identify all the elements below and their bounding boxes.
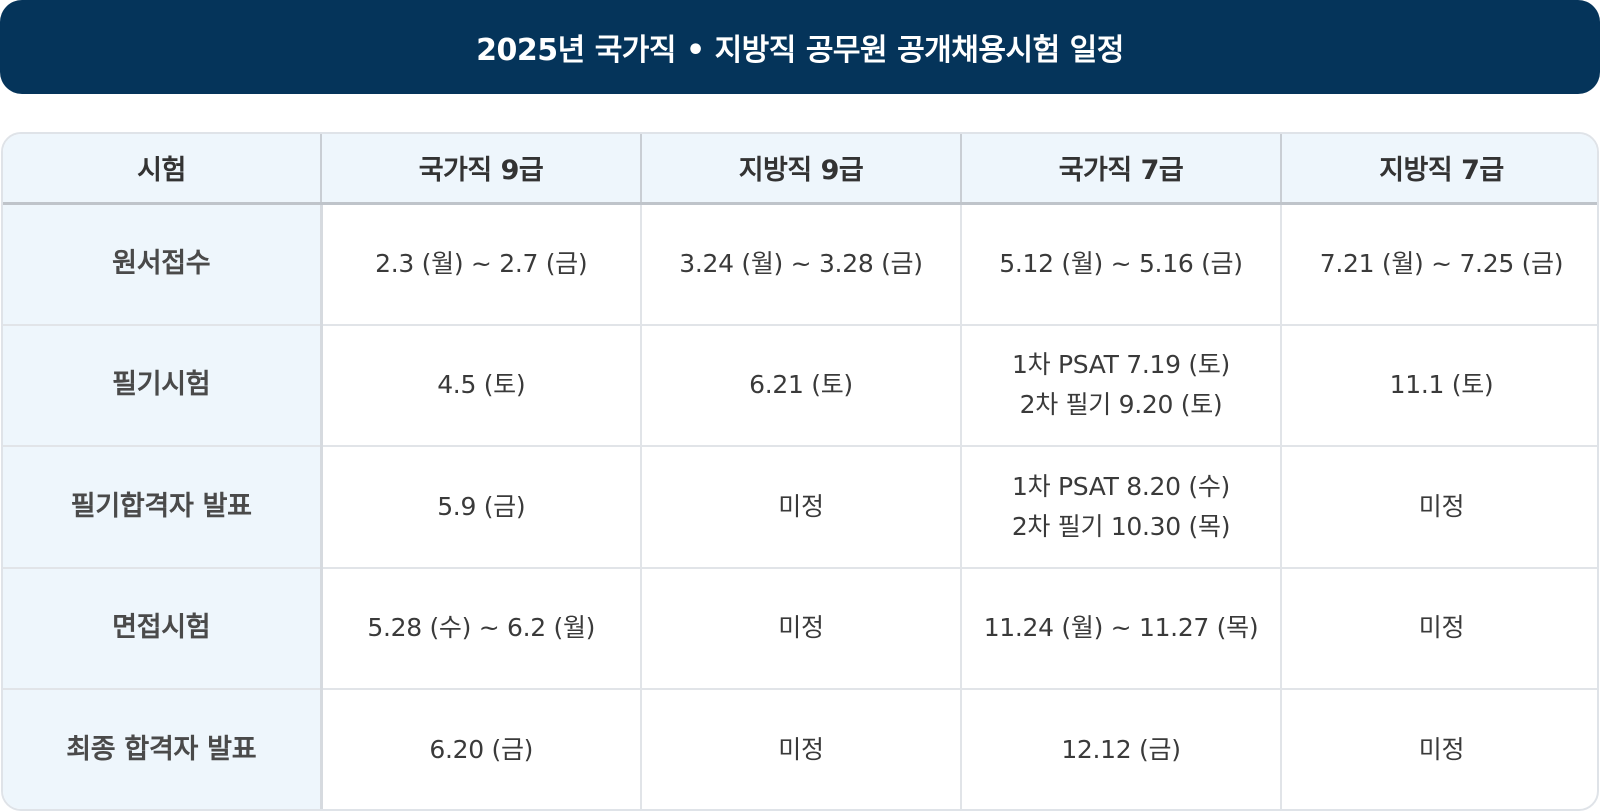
cell-national-7: 5.12 (월) ~ 5.16 (금) bbox=[961, 203, 1282, 326]
cell-line: 12.12 (금) bbox=[1061, 735, 1181, 765]
cell-line: 6.21 (토) bbox=[749, 370, 853, 400]
cell-line: 2차 필기 9.20 (토) bbox=[1019, 390, 1223, 420]
table-row-written-results: 필기합격자 발표 5.9 (금) 미정 1차 PSAT 8.20 (수) 2차 필기 1… bbox=[3, 446, 1597, 569]
header-row: 시험 국가직 9급 지방직 9급 국가직 7급 지방직 7급 bbox=[3, 134, 1597, 205]
cell-national-7: 1차 PSAT 7.19 (토) 2차 필기 9.20 (토) bbox=[961, 324, 1282, 447]
cell-national-9: 5.28 (수) ~ 6.2 (월) bbox=[321, 567, 642, 690]
cell-line: 미정 bbox=[778, 735, 824, 765]
cell-line: 미정 bbox=[1418, 491, 1465, 521]
cell-local-7: 미정 bbox=[1281, 689, 1597, 809]
cell-national-7: 1차 PSAT 8.20 (수) 2차 필기 10.30 (목) bbox=[961, 446, 1282, 569]
cell-line: 5.9 (금) bbox=[437, 491, 526, 521]
cell-line: 5.12 (월) ~ 5.16 (금) bbox=[999, 249, 1243, 278]
header-local-7: 지방직 7급 bbox=[1281, 134, 1597, 205]
cell-local-7: 11.1 (토) bbox=[1281, 324, 1597, 447]
header-local-9: 지방직 9급 bbox=[641, 134, 962, 205]
schedule-table-container: 시험 국가직 9급 지방직 9급 국가직 7급 지방직 7급 원서접수 2.3 (… bbox=[1, 132, 1599, 811]
row-label: 필기시험 bbox=[3, 324, 323, 447]
cell-line: 미정 bbox=[1418, 735, 1465, 765]
cell-line: 7.21 (월) ~ 7.25 (금) bbox=[1319, 249, 1564, 278]
cell-line: 11.24 (월) ~ 11.27 (목) bbox=[983, 613, 1259, 643]
table-row-application: 원서접수 2.3 (월) ~ 2.7 (금) 3.24 (월) ~ 3.28 (금)… bbox=[3, 203, 1597, 326]
cell-national-9: 5.9 (금) bbox=[321, 446, 642, 569]
cell-national-9: 6.20 (금) bbox=[321, 689, 642, 809]
cell-line: 3.24 (월) ~ 3.28 (금) bbox=[679, 249, 923, 278]
cell-line: 1차 PSAT 7.19 (토) bbox=[1012, 350, 1230, 380]
cell-local-7: 미정 bbox=[1281, 567, 1597, 690]
row-label: 면접시험 bbox=[3, 567, 323, 690]
cell-local-7: 7.21 (월) ~ 7.25 (금) bbox=[1281, 203, 1597, 326]
cell-line: 1차 PSAT 8.20 (수) bbox=[1012, 471, 1230, 501]
cell-local-9: 미정 bbox=[641, 689, 962, 809]
cell-line: 미정 bbox=[1418, 613, 1465, 643]
cell-national-9: 4.5 (토) bbox=[321, 324, 642, 447]
cell-local-9: 미정 bbox=[641, 446, 962, 569]
row-label: 필기합격자 발표 bbox=[3, 446, 323, 569]
table-row-final-results: 최종 합격자 발표 6.20 (금) 미정 12.12 (금) 미정 bbox=[3, 689, 1597, 809]
row-label: 최종 합격자 발표 bbox=[3, 689, 323, 809]
cell-national-9: 2.3 (월) ~ 2.7 (금) bbox=[321, 203, 642, 326]
cell-line: 2.3 (월) ~ 2.7 (금) bbox=[375, 249, 588, 278]
cell-line: 11.1 (토) bbox=[1389, 370, 1494, 400]
page-title: 2025년 국가직 • 지방직 공무원 공개채용시험 일정 bbox=[476, 33, 1124, 68]
cell-line: 2차 필기 10.30 (목) bbox=[1011, 511, 1231, 541]
header-exam: 시험 bbox=[3, 134, 322, 205]
cell-local-9: 미정 bbox=[641, 567, 962, 690]
cell-local-7: 미정 bbox=[1281, 446, 1597, 569]
schedule-table: 시험 국가직 9급 지방직 9급 국가직 7급 지방직 7급 원서접수 2.3 (… bbox=[3, 134, 1597, 809]
cell-line: 미정 bbox=[778, 491, 824, 521]
cell-line: 5.28 (수) ~ 6.2 (월) bbox=[367, 613, 596, 643]
table-row-written-exam: 필기시험 4.5 (토) 6.21 (토) 1차 PSAT 7.19 (토) 2차 필기… bbox=[3, 324, 1597, 447]
row-label: 원서접수 bbox=[3, 203, 323, 326]
table-row-interview: 면접시험 5.28 (수) ~ 6.2 (월) 미정 11.24 (월) ~ 11.2… bbox=[3, 567, 1597, 690]
table-header: 시험 국가직 9급 지방직 9급 국가직 7급 지방직 7급 bbox=[3, 134, 1597, 205]
cell-local-9: 6.21 (토) bbox=[641, 324, 962, 447]
cell-national-7: 12.12 (금) bbox=[961, 689, 1282, 809]
cell-local-9: 3.24 (월) ~ 3.28 (금) bbox=[641, 203, 962, 326]
header-national-9: 국가직 9급 bbox=[321, 134, 642, 205]
title-banner: 2025년 국가직 • 지방직 공무원 공개채용시험 일정 bbox=[0, 0, 1600, 94]
table-body: 원서접수 2.3 (월) ~ 2.7 (금) 3.24 (월) ~ 3.28 (금)… bbox=[3, 203, 1597, 809]
cell-line: 미정 bbox=[778, 613, 824, 643]
cell-national-7: 11.24 (월) ~ 11.27 (목) bbox=[961, 567, 1282, 690]
header-national-7: 국가직 7급 bbox=[961, 134, 1282, 205]
cell-line: 6.20 (금) bbox=[429, 735, 534, 765]
cell-line: 4.5 (토) bbox=[437, 370, 526, 400]
